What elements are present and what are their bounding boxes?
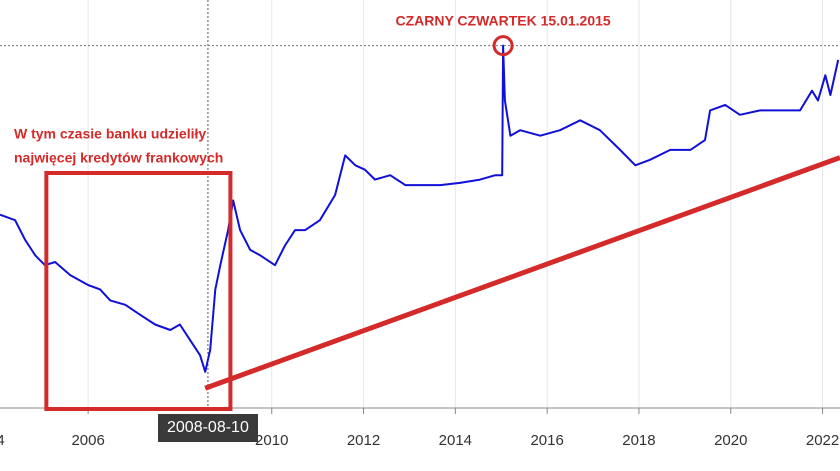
peak-annotation-text: CZARNY CZWARTEK 15.01.2015 [395, 13, 610, 29]
x-tick-label: 2012 [347, 432, 380, 449]
box-annotation-text: najwięcej kredytów frankowych [14, 150, 223, 166]
x-tick-label: 2014 [439, 432, 472, 449]
x-tick-label: 2006 [71, 432, 104, 449]
box-annotation-text: W tym czasie banku udzieliły [14, 126, 206, 142]
x-tick-label: 2022 [806, 432, 839, 449]
x-tick-label: 04 [0, 432, 5, 449]
x-tick-label: 2020 [714, 432, 747, 449]
price-line [0, 44, 840, 373]
trend-line [204, 155, 840, 391]
x-tick-label: 2010 [255, 432, 288, 449]
crosshair-label: 2008-08-10 [157, 414, 258, 442]
peak-circle [492, 35, 514, 57]
x-tick-label: 2018 [622, 432, 655, 449]
highlight-box [44, 171, 233, 411]
x-tick-label: 2016 [530, 432, 563, 449]
